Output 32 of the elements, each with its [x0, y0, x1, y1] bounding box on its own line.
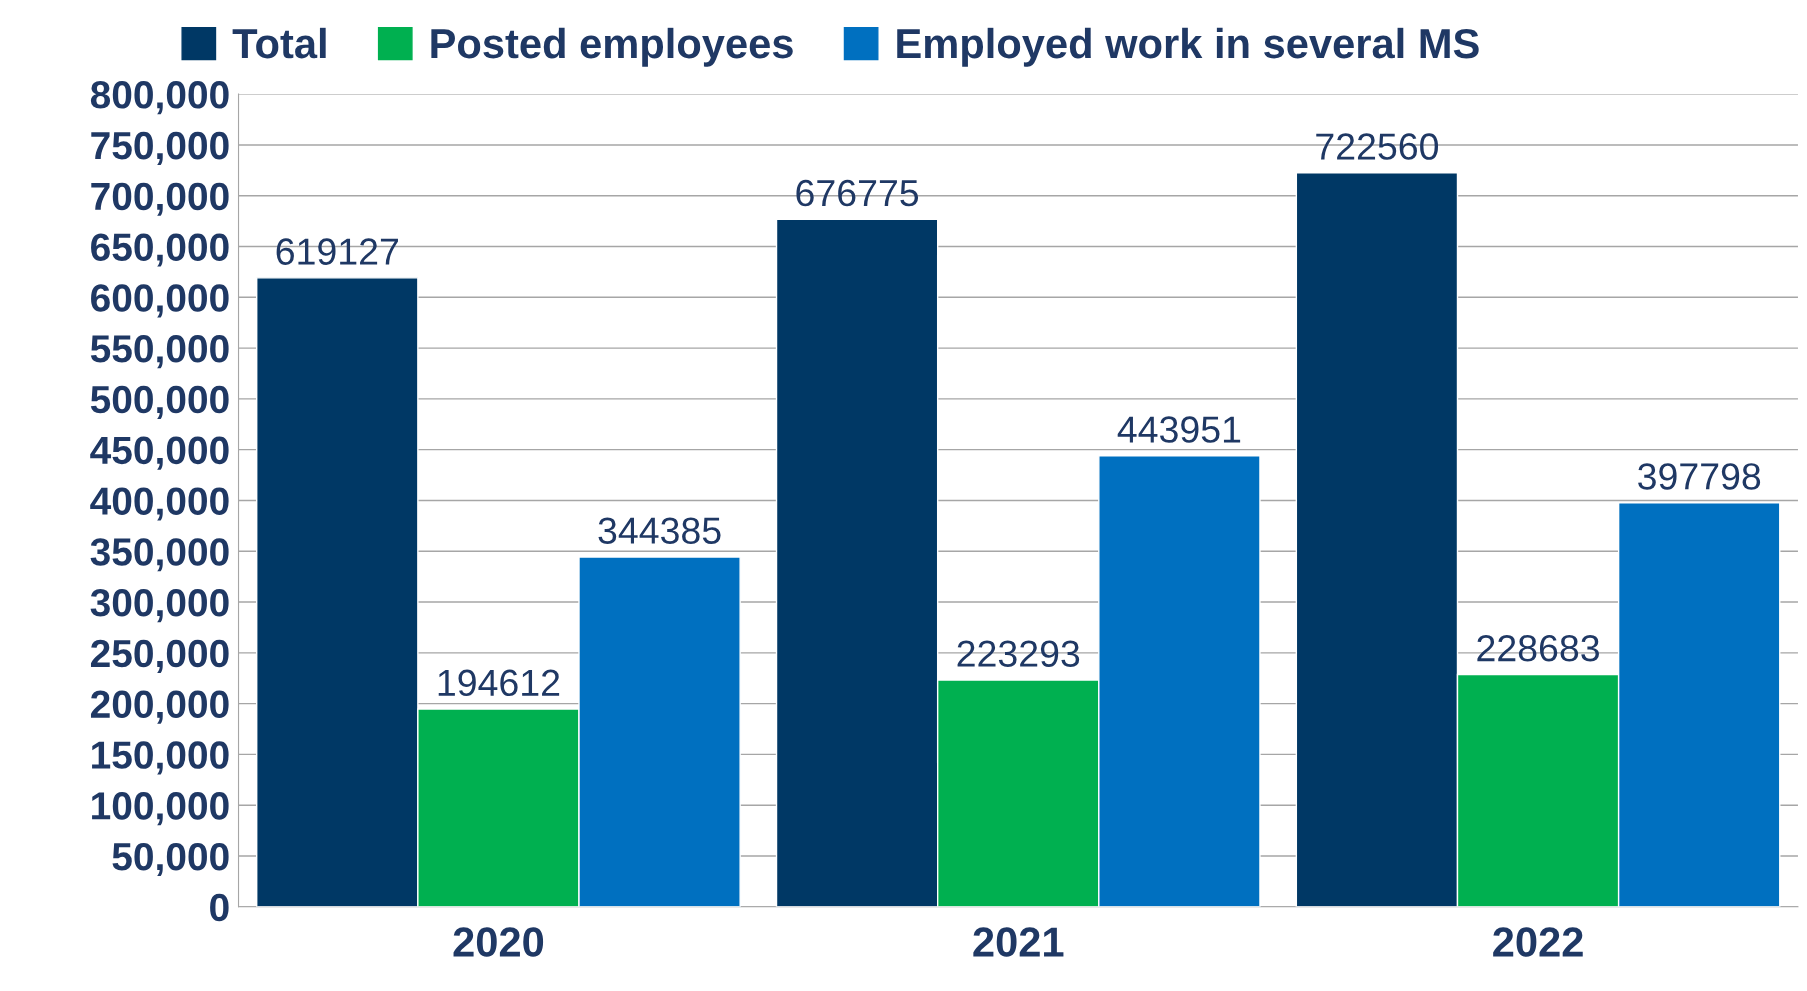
data-label: 443951 — [1117, 416, 1241, 443]
legend-label: Employed work in several MS — [897, 27, 1479, 67]
y-tick-label: 0 — [210, 893, 229, 922]
y-tick-label: 550,000 — [90, 335, 229, 369]
y-tick-label: 450,000 — [90, 436, 229, 470]
legend-label: Total — [232, 27, 326, 59]
data-label: 676775 — [796, 179, 919, 207]
x-tick-label: 2020 — [453, 927, 544, 957]
data-label: 228683 — [1477, 634, 1599, 662]
legend-label: Posted employees — [431, 27, 793, 67]
data-label: 223293 — [957, 640, 1080, 667]
y-tick-label: 300,000 — [90, 588, 229, 623]
y-tick-label: 250,000 — [90, 639, 229, 673]
y-tick-label: 400,000 — [90, 487, 229, 521]
y-tick-label: 500,000 — [90, 385, 229, 419]
data-label: 344385 — [598, 517, 721, 544]
y-tick-label: 50,000 — [112, 842, 229, 877]
y-tick-label: 600,000 — [91, 284, 229, 318]
y-tick-label: 750,000 — [91, 131, 229, 166]
y-tick-label: 150,000 — [92, 741, 229, 775]
data-label: 194612 — [438, 669, 560, 697]
x-tick-label: 2021 — [973, 927, 1064, 957]
data-label: 722560 — [1316, 133, 1439, 160]
y-tick-label: 700,000 — [91, 182, 229, 216]
y-tick-label: 350,000 — [90, 538, 229, 572]
y-tick-label: 650,000 — [91, 233, 229, 267]
y-tick-label: 800,000 — [90, 81, 229, 115]
data-label: 619127 — [276, 238, 398, 265]
y-tick-label: 100,000 — [92, 792, 229, 826]
data-label: 397798 — [1638, 463, 1761, 490]
y-tick-label: 200,000 — [90, 690, 229, 724]
x-tick-label: 2022 — [1493, 927, 1583, 957]
